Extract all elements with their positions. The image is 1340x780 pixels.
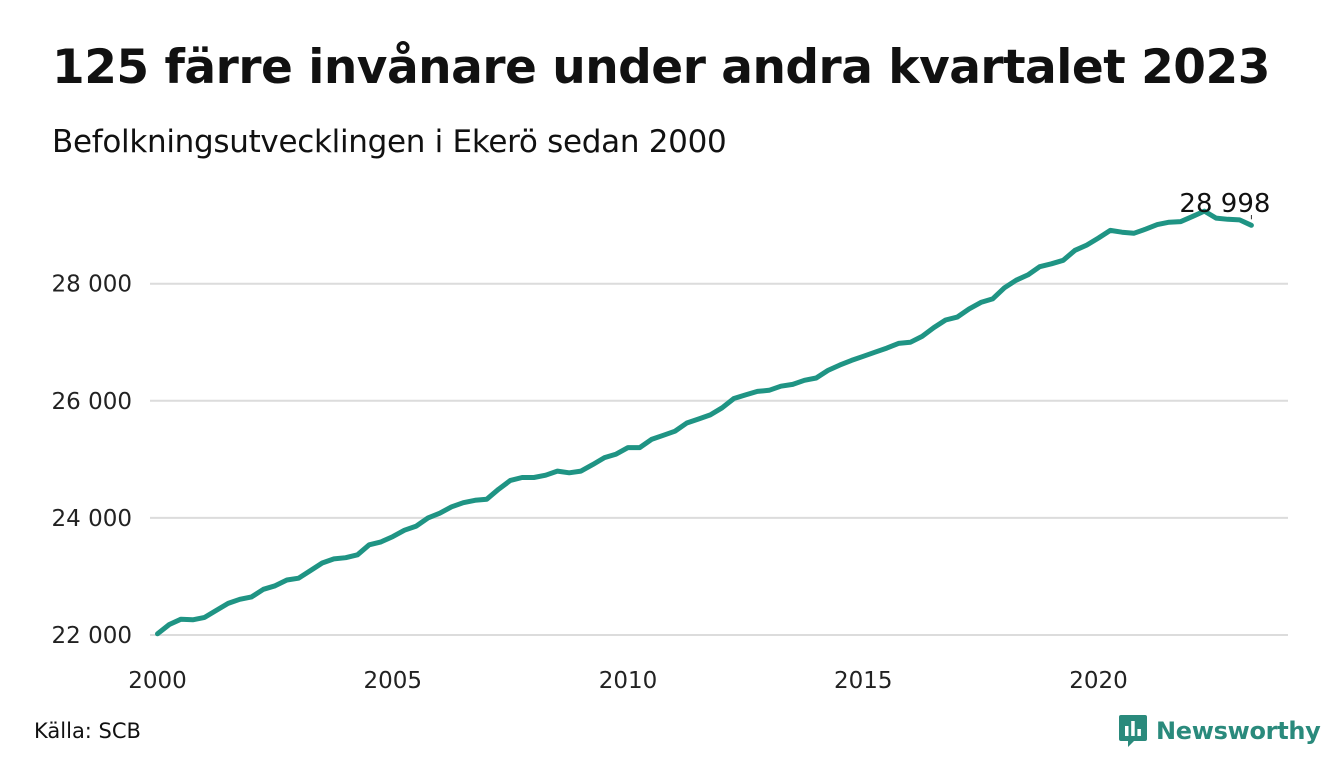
y-axis-tick-labels: 22 000 24 000 26 000 28 000 <box>52 272 132 649</box>
brand-name: Newsworthy <box>1156 717 1321 745</box>
x-tick-label: 2015 <box>834 668 893 694</box>
source-note: Källa: SCB <box>34 719 141 743</box>
y-tick-label: 22 000 <box>52 623 132 649</box>
gridlines <box>150 282 1288 636</box>
y-tick-label: 24 000 <box>52 506 132 532</box>
x-tick-label: 2010 <box>599 668 658 694</box>
x-axis-tick-labels: 2000 2005 2010 2015 2020 <box>128 668 1128 694</box>
annotation-layer: 28 998 <box>1179 189 1270 220</box>
x-tick-label: 2020 <box>1069 668 1128 694</box>
chart-title: 125 färre invånare under andra kvartalet… <box>52 40 1270 95</box>
series-layer <box>155 208 1254 637</box>
chart-subtitle: Befolkningsutvecklingen i Ekerö sedan 20… <box>52 124 727 160</box>
y-tick-label: 28 000 <box>52 272 132 298</box>
end-value-label: 28 998 <box>1179 189 1270 219</box>
x-tick-label: 2000 <box>128 668 187 694</box>
y-tick-label: 26 000 <box>52 389 132 415</box>
population-series-line <box>155 208 1254 637</box>
newsworthy-logo-icon <box>1119 715 1147 747</box>
brand-logo: Newsworthy <box>1118 713 1321 749</box>
x-tick-label: 2005 <box>363 668 422 694</box>
